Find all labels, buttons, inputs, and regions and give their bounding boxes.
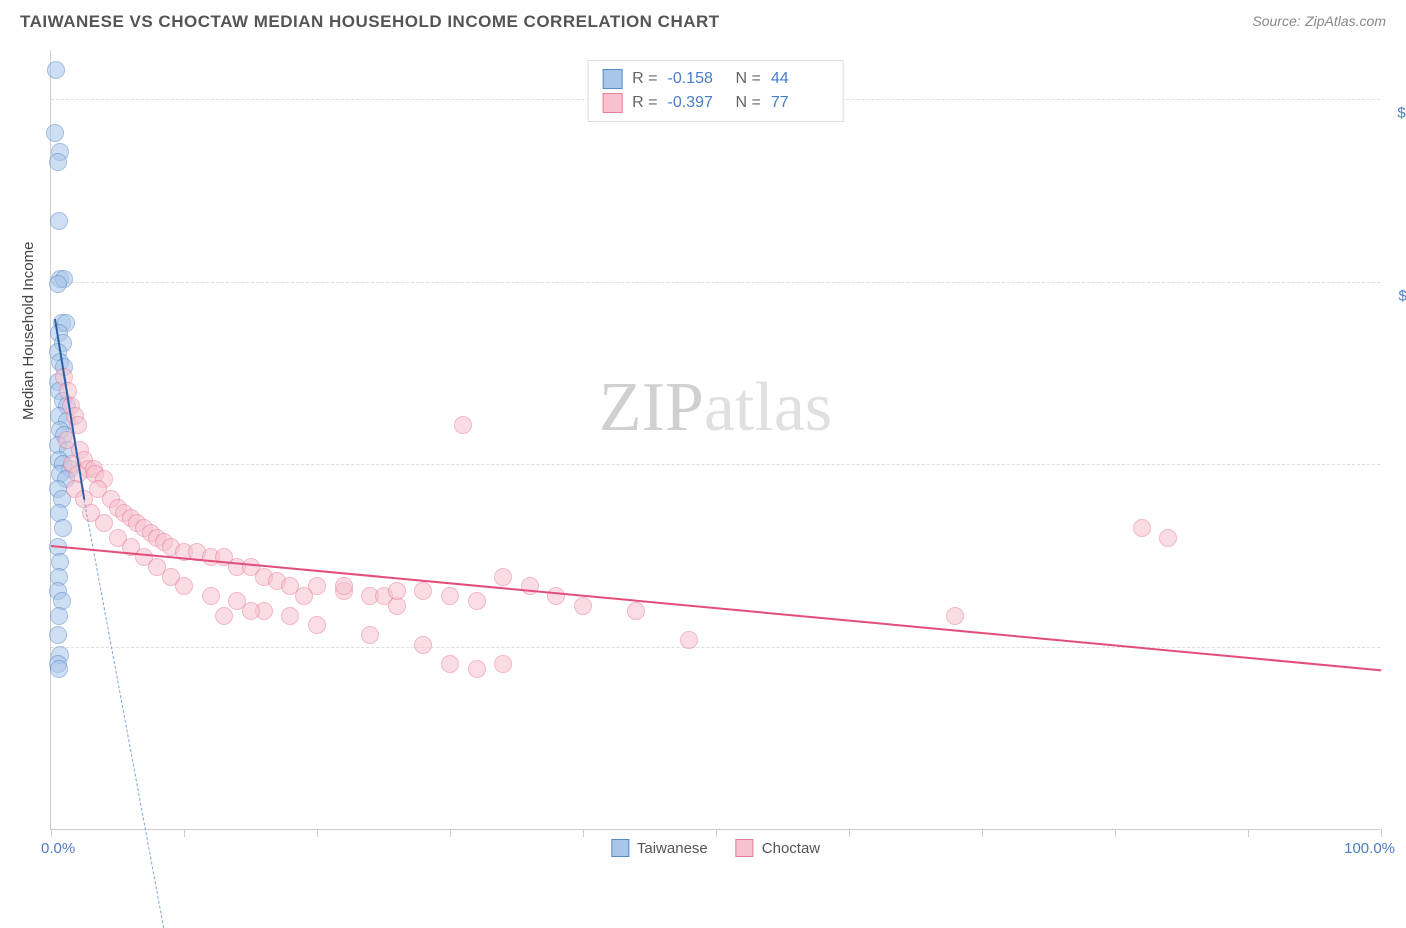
y-tick-label: $75,000 xyxy=(1385,470,1406,487)
source-attribution: Source: ZipAtlas.com xyxy=(1252,13,1386,31)
data-point xyxy=(547,587,565,605)
y-axis-label: Median Household Income xyxy=(20,242,37,420)
data-point xyxy=(46,124,64,142)
data-point xyxy=(361,626,379,644)
legend-row: R = -0.158 N = 44 xyxy=(602,67,829,91)
data-point xyxy=(388,582,406,600)
data-point xyxy=(468,592,486,610)
data-point xyxy=(54,519,72,537)
x-tick xyxy=(1381,829,1382,837)
r-label: R = xyxy=(632,70,657,88)
x-tick xyxy=(51,829,52,837)
data-point xyxy=(308,616,326,634)
data-point xyxy=(454,416,472,434)
chart-title: TAIWANESE VS CHOCTAW MEDIAN HOUSEHOLD IN… xyxy=(20,12,720,32)
y-tick-label: $150,000 xyxy=(1385,104,1406,121)
legend-swatch xyxy=(602,93,622,113)
data-point xyxy=(50,212,68,230)
x-tick xyxy=(982,829,983,837)
x-tick xyxy=(1248,829,1249,837)
data-point xyxy=(1159,529,1177,547)
legend-label: Taiwanese xyxy=(637,840,708,857)
x-tick xyxy=(450,829,451,837)
gridline xyxy=(51,282,1380,283)
x-tick xyxy=(849,829,850,837)
data-point xyxy=(95,514,113,532)
scatter-chart: ZIPatlas $37,500$75,000$112,500$150,0000… xyxy=(50,50,1380,830)
data-point xyxy=(202,587,220,605)
legend-item: Taiwanese xyxy=(611,839,708,857)
legend-label: Choctaw xyxy=(762,840,820,857)
data-point xyxy=(335,577,353,595)
x-tick xyxy=(716,829,717,837)
watermark: ZIPatlas xyxy=(599,368,832,448)
data-point xyxy=(441,587,459,605)
data-point xyxy=(468,660,486,678)
x-tick xyxy=(184,829,185,837)
data-point xyxy=(47,61,65,79)
data-point xyxy=(49,275,67,293)
x-tick xyxy=(317,829,318,837)
n-value: 77 xyxy=(771,94,829,112)
r-value: -0.397 xyxy=(668,94,726,112)
data-point xyxy=(49,626,67,644)
data-point xyxy=(494,568,512,586)
source-label: Source: xyxy=(1252,13,1300,29)
data-point xyxy=(175,577,193,595)
data-point xyxy=(414,636,432,654)
r-label: R = xyxy=(632,94,657,112)
legend-swatch xyxy=(611,839,629,857)
n-label: N = xyxy=(736,70,761,88)
x-min-label: 0.0% xyxy=(41,840,75,857)
r-value: -0.158 xyxy=(668,70,726,88)
data-point xyxy=(215,607,233,625)
data-point xyxy=(494,655,512,673)
data-point xyxy=(414,582,432,600)
data-point xyxy=(242,602,260,620)
legend-swatch xyxy=(602,69,622,89)
data-point xyxy=(50,607,68,625)
data-point xyxy=(1133,519,1151,537)
correlation-legend: R = -0.158 N = 44 R = -0.397 N = 77 xyxy=(587,60,844,122)
legend-row: R = -0.397 N = 77 xyxy=(602,91,829,115)
y-tick-label: $112,500 xyxy=(1385,287,1406,304)
data-point xyxy=(627,602,645,620)
data-point xyxy=(441,655,459,673)
x-tick xyxy=(583,829,584,837)
data-point xyxy=(946,607,964,625)
gridline xyxy=(51,464,1380,465)
y-tick-label: $37,500 xyxy=(1385,653,1406,670)
gridline xyxy=(51,647,1380,648)
data-point xyxy=(680,631,698,649)
series-legend: Taiwanese Choctaw xyxy=(611,839,820,857)
x-max-label: 100.0% xyxy=(1344,840,1395,857)
legend-swatch xyxy=(736,839,754,857)
legend-item: Choctaw xyxy=(736,839,820,857)
n-label: N = xyxy=(736,94,761,112)
source-value: ZipAtlas.com xyxy=(1305,13,1386,29)
data-point xyxy=(50,660,68,678)
x-tick xyxy=(1115,829,1116,837)
data-point xyxy=(574,597,592,615)
data-point xyxy=(295,587,313,605)
n-value: 44 xyxy=(771,70,829,88)
data-point xyxy=(49,153,67,171)
data-point xyxy=(281,607,299,625)
data-point xyxy=(521,577,539,595)
